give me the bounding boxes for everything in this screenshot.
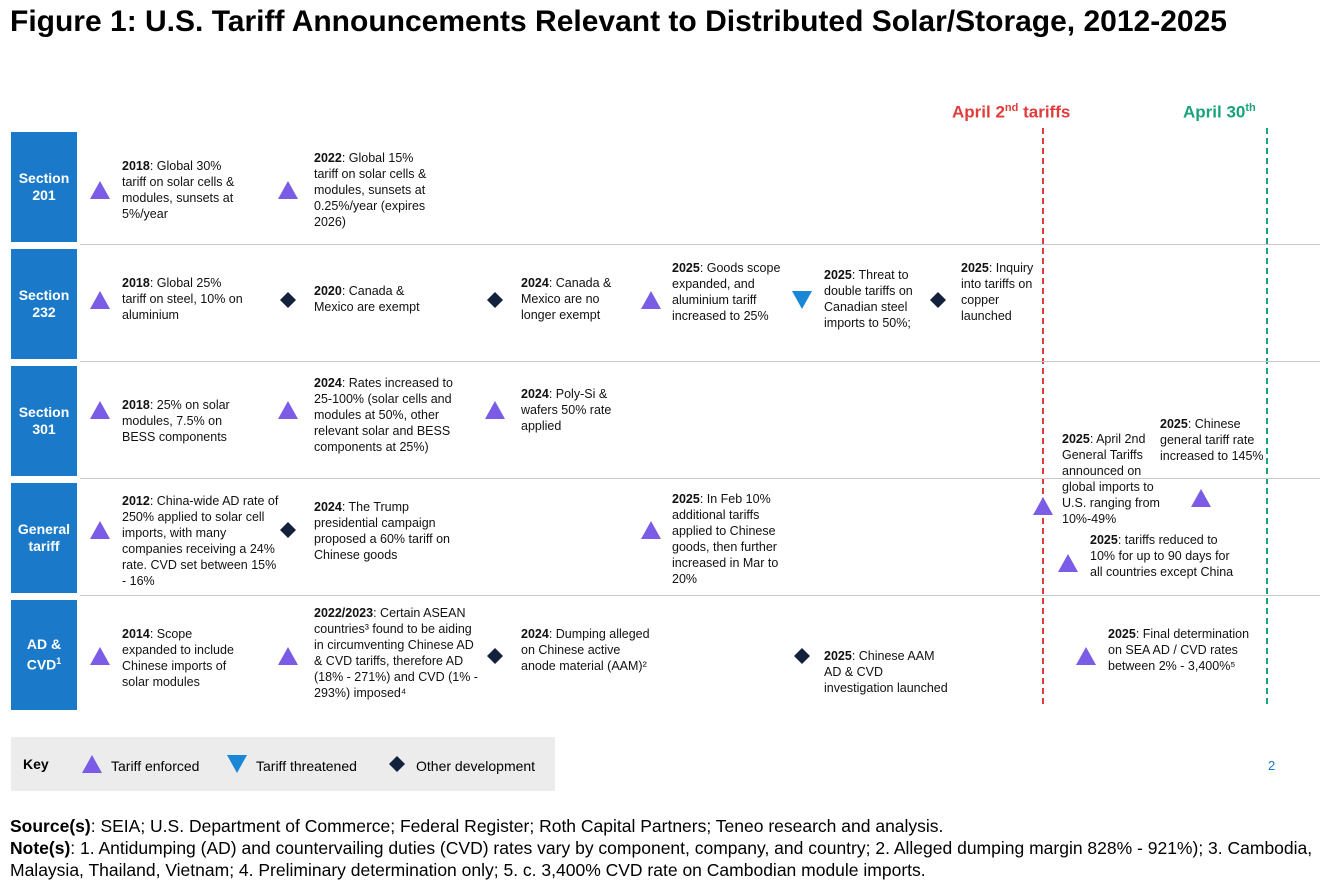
event-text: 2018: Global 30% tariff on solar cells &… (122, 159, 235, 221)
key-item-tariff-enforced: Tariff enforced (81, 754, 199, 777)
triangle-up-icon (89, 646, 111, 666)
event-text: 2025: Chinese AAM AD & CVD investigation… (824, 649, 948, 695)
triangle-up-icon (89, 290, 111, 310)
triangle-up-icon (89, 520, 111, 540)
triangle-up-icon (640, 290, 662, 310)
event-text: 2025: In Feb 10% additional tariffs appl… (672, 492, 779, 586)
key-title: Key (23, 756, 49, 772)
event-text: 2012: China-wide AD rate of 250% applied… (122, 494, 279, 588)
marker-april-30-line (1266, 128, 1268, 704)
triangle-up-icon (484, 400, 506, 420)
event-text: 2024: Rates increased to 25-100% (solar … (314, 376, 453, 454)
event-text: 2014: Scope expanded to include Chinese … (122, 627, 234, 689)
triangle-up-icon (1075, 646, 1097, 666)
key-item-label: Tariff threatened (256, 757, 357, 774)
event-text: 2025: Chinese general tariff rate increa… (1160, 417, 1264, 463)
event-text: 2025: Goods scope expanded, and aluminiu… (672, 261, 781, 323)
marker-april-30-label: April 30th (1183, 102, 1256, 122)
event-text: 2025: Final determination on SEA AD / CV… (1108, 627, 1250, 673)
diamond-icon (277, 290, 299, 310)
key-legend: Key Tariff enforced Tariff threatened Ot… (11, 737, 555, 791)
key-item-label: Other development (416, 757, 536, 774)
triangle-down-icon (791, 290, 813, 310)
event-text: 2018: Global 25% tariff on steel, 10% on… (122, 276, 243, 322)
triangle-down-icon (226, 754, 248, 777)
key-item-label: Tariff enforced (111, 757, 200, 774)
diamond-icon (484, 290, 506, 310)
notes-line: Note(s): 1. Antidumping (AD) and counter… (10, 838, 1313, 880)
diamond-icon (277, 520, 299, 540)
row-separator (80, 361, 1320, 362)
row-label-section-201: Section 201 (11, 132, 77, 242)
diamond-icon (791, 646, 813, 666)
row-separator (80, 478, 1320, 479)
event-text: 2025: Inquiry into tariffs on copper lau… (961, 261, 1034, 323)
event-text: 2022: Global 15% tariff on solar cells &… (314, 151, 427, 229)
marker-april-2-line (1042, 128, 1044, 704)
event-text: 2024: Canada & Mexico are no longer exem… (521, 276, 612, 322)
row-label-general-tariff: General tariff (11, 483, 77, 593)
triangle-up-icon (89, 400, 111, 420)
row-label-ad-cvd: AD & CVD1 (11, 600, 77, 710)
triangle-up-icon (1190, 488, 1212, 508)
event-text: 2018: 25% on solar modules, 7.5% on BESS… (122, 398, 230, 444)
key-item-tariff-threatened: Tariff threatened (226, 754, 357, 777)
row-separator (80, 595, 1320, 596)
diamond-icon (386, 754, 408, 777)
event-text: 2025: April 2nd General Tariffs announce… (1062, 432, 1160, 526)
source-line: Source(s): SEIA; U.S. Department of Comm… (10, 816, 944, 836)
marker-april-2-label: April 2nd tariffs (952, 102, 1071, 122)
event-text: 2022/2023: Certain ASEAN countries³ foun… (314, 606, 478, 700)
triangle-up-icon (89, 180, 111, 200)
page-number: 2 (1268, 758, 1276, 773)
row-separator (80, 244, 1320, 245)
figure-title: Figure 1: U.S. Tariff Announcements Rele… (10, 5, 1227, 38)
triangle-up-icon (277, 646, 299, 666)
event-text: 2024: Poly-Si & wafers 50% rate applied (521, 387, 612, 433)
triangle-up-icon (81, 754, 103, 777)
row-label-section-301: Section 301 (11, 366, 77, 476)
triangle-up-icon (277, 180, 299, 200)
triangle-up-icon (1057, 553, 1079, 573)
event-text: 2024: The Trump presidential campaign pr… (314, 500, 450, 562)
triangle-up-icon (1032, 496, 1054, 516)
diamond-icon (484, 646, 506, 666)
event-text: 2025: Threat to double tariffs on Canadi… (824, 268, 913, 330)
event-text: 2024: Dumping alleged on Chinese active … (521, 627, 650, 673)
row-label-section-232: Section 232 (11, 249, 77, 359)
event-text: 2025: tariffs reduced to 10% for up to 9… (1090, 533, 1234, 579)
key-item-other-development: Other development (386, 754, 535, 777)
footer-notes: Source(s): SEIA; U.S. Department of Comm… (10, 815, 1315, 881)
diamond-icon (927, 290, 949, 310)
event-text: 2020: Canada & Mexico are exempt (314, 284, 420, 314)
triangle-up-icon (640, 520, 662, 540)
triangle-up-icon (277, 400, 299, 420)
